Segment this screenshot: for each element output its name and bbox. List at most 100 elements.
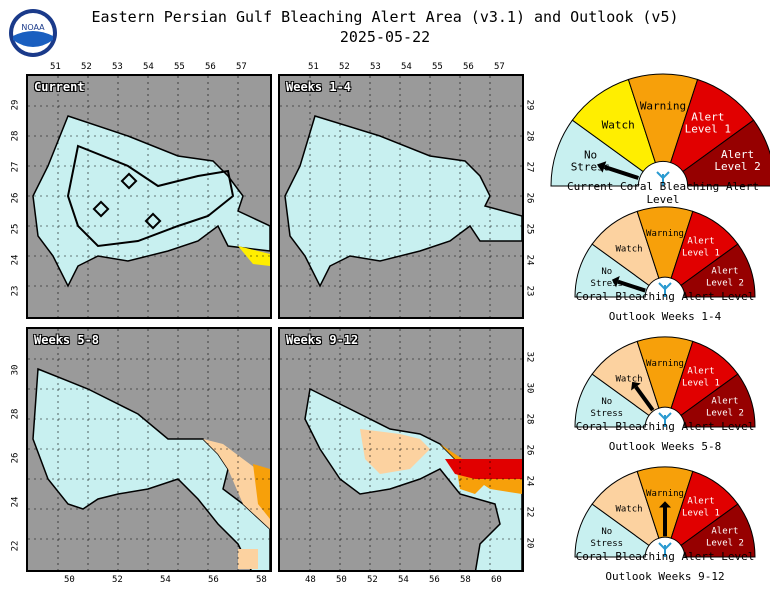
panel-label: Weeks 1-4	[286, 80, 352, 94]
map-weeks-1-4	[280, 76, 522, 317]
axis-tick-label: 28	[10, 130, 21, 142]
axis-tick-label: 26	[10, 452, 21, 464]
map-weeks-9-12	[280, 329, 522, 570]
map-panel-weeks-9-12[interactable]: Weeks 9-12	[278, 327, 524, 572]
svg-text:Alert: Alert	[687, 236, 714, 246]
map-panel-weeks-1-4[interactable]: Weeks 1-4	[278, 74, 524, 319]
svg-text:Alert: Alert	[687, 366, 714, 376]
axis-tick-label: 52	[81, 62, 92, 72]
svg-text:Stress: Stress	[591, 539, 624, 549]
svg-text:Alert: Alert	[711, 267, 738, 277]
svg-text:Alert: Alert	[691, 110, 724, 123]
axis-tick-label: 20	[524, 537, 535, 549]
axis-tick-label: 23	[10, 285, 21, 297]
axis-tick-label: 26	[524, 444, 535, 456]
svg-text:Level 1: Level 1	[685, 122, 731, 135]
axis-tick-label: 53	[370, 62, 381, 72]
svg-text:Warning: Warning	[646, 489, 684, 499]
svg-text:Level 1: Level 1	[682, 508, 720, 518]
axis-tick-label: 58	[460, 575, 471, 585]
svg-text:No: No	[601, 267, 612, 277]
svg-text:Stress: Stress	[591, 279, 624, 289]
svg-text:Level 2: Level 2	[714, 160, 760, 173]
gauge-subcaption: Outlook Weeks 1-4	[608, 310, 722, 323]
svg-text:Level 2: Level 2	[706, 539, 744, 549]
svg-text:Watch: Watch	[615, 504, 642, 514]
alert-gauge: No Stress Watch Warning Alert Level 1 Alert Lev…	[570, 205, 760, 305]
svg-text:Level 1: Level 1	[682, 378, 720, 388]
axis-tick-label: 24	[10, 496, 21, 508]
svg-text:Alert: Alert	[711, 397, 738, 407]
axis-tick-label: 29	[524, 99, 535, 111]
svg-text:Alert: Alert	[687, 496, 714, 506]
axis-tick-label: 22	[524, 506, 535, 518]
svg-text:Stress: Stress	[591, 409, 624, 419]
axis-tick-label: 23	[524, 285, 535, 297]
gauge-subcaption: Outlook Weeks 9-12	[605, 570, 725, 583]
map-panel-weeks-5-8[interactable]: Weeks 5-8	[26, 327, 272, 572]
axis-tick-label: 50	[336, 575, 347, 585]
page-date: 2025-05-22	[339, 28, 431, 46]
gauge-caption: Coral Bleaching Alert Level	[575, 550, 755, 563]
axis-tick-label: 27	[10, 161, 21, 173]
axis-tick-label: 50	[64, 575, 75, 585]
axis-tick-label: 26	[524, 192, 535, 204]
panel-label: Weeks 5-8	[34, 333, 100, 347]
axis-tick-label: 51	[308, 62, 319, 72]
axis-tick-label: 48	[305, 575, 316, 585]
svg-text:Warning: Warning	[640, 99, 686, 112]
svg-text:Alert: Alert	[711, 527, 738, 537]
gauge-caption: Coral Bleaching Alert Level	[575, 290, 755, 303]
axis-tick-label: 57	[236, 62, 247, 72]
axis-tick-label: 26	[10, 192, 21, 204]
axis-tick-label: 52	[367, 575, 378, 585]
axis-tick-label: 56	[463, 62, 474, 72]
axis-tick-label: 54	[143, 62, 154, 72]
axis-tick-label: 56	[208, 575, 219, 585]
svg-text:No: No	[584, 148, 597, 161]
page-title: Eastern Persian Gulf Bleaching Alert Are…	[91, 8, 679, 26]
svg-text:Warning: Warning	[646, 359, 684, 369]
axis-tick-label: 24	[524, 475, 535, 487]
axis-tick-label: 60	[491, 575, 502, 585]
alert-gauge: No Stress Watch Warning Alert Level 1 Alert Lev…	[570, 465, 760, 565]
alert-gauge: No Stress Watch Warning Alert Level 1 Alert Lev…	[570, 335, 760, 435]
axis-tick-label: 56	[205, 62, 216, 72]
axis-tick-label: 57	[494, 62, 505, 72]
axis-tick-label: 54	[401, 62, 412, 72]
panel-label: Weeks 9-12	[286, 333, 359, 347]
axis-tick-label: 55	[174, 62, 185, 72]
svg-text:Level 2: Level 2	[706, 409, 744, 419]
axis-tick-label: 30	[524, 382, 535, 394]
axis-tick-label: 24	[524, 254, 535, 266]
gauge-subcaption: Outlook Weeks 5-8	[608, 440, 722, 453]
axis-tick-label: 54	[398, 575, 409, 585]
axis-tick-label: 53	[112, 62, 123, 72]
axis-tick-label: 52	[339, 62, 350, 72]
svg-text:Watch: Watch	[602, 118, 635, 131]
axis-tick-label: 25	[10, 223, 21, 235]
axis-tick-label: 54	[160, 575, 171, 585]
axis-tick-label: 28	[524, 130, 535, 142]
noaa-logo: NOAA	[8, 8, 58, 58]
axis-tick-label: 52	[112, 575, 123, 585]
axis-tick-label: 28	[10, 408, 21, 420]
svg-text:Level 2: Level 2	[706, 279, 744, 289]
svg-text:No: No	[601, 527, 612, 537]
map-panel-current[interactable]: Current	[26, 74, 272, 319]
svg-text:Warning: Warning	[646, 229, 684, 239]
axis-tick-label: 56	[429, 575, 440, 585]
axis-tick-label: 22	[10, 540, 21, 552]
axis-tick-label: 55	[432, 62, 443, 72]
map-current	[28, 76, 270, 317]
svg-text:Watch: Watch	[615, 374, 642, 384]
axis-tick-label: 24	[10, 254, 21, 266]
svg-text:Alert: Alert	[721, 148, 754, 161]
axis-tick-label: 29	[10, 99, 21, 111]
map-weeks-5-8	[28, 329, 270, 570]
axis-tick-label: 30	[10, 364, 21, 376]
axis-tick-label: 25	[524, 223, 535, 235]
axis-tick-label: 27	[524, 161, 535, 173]
axis-tick-label: 58	[256, 575, 267, 585]
panel-label: Current	[34, 80, 85, 94]
